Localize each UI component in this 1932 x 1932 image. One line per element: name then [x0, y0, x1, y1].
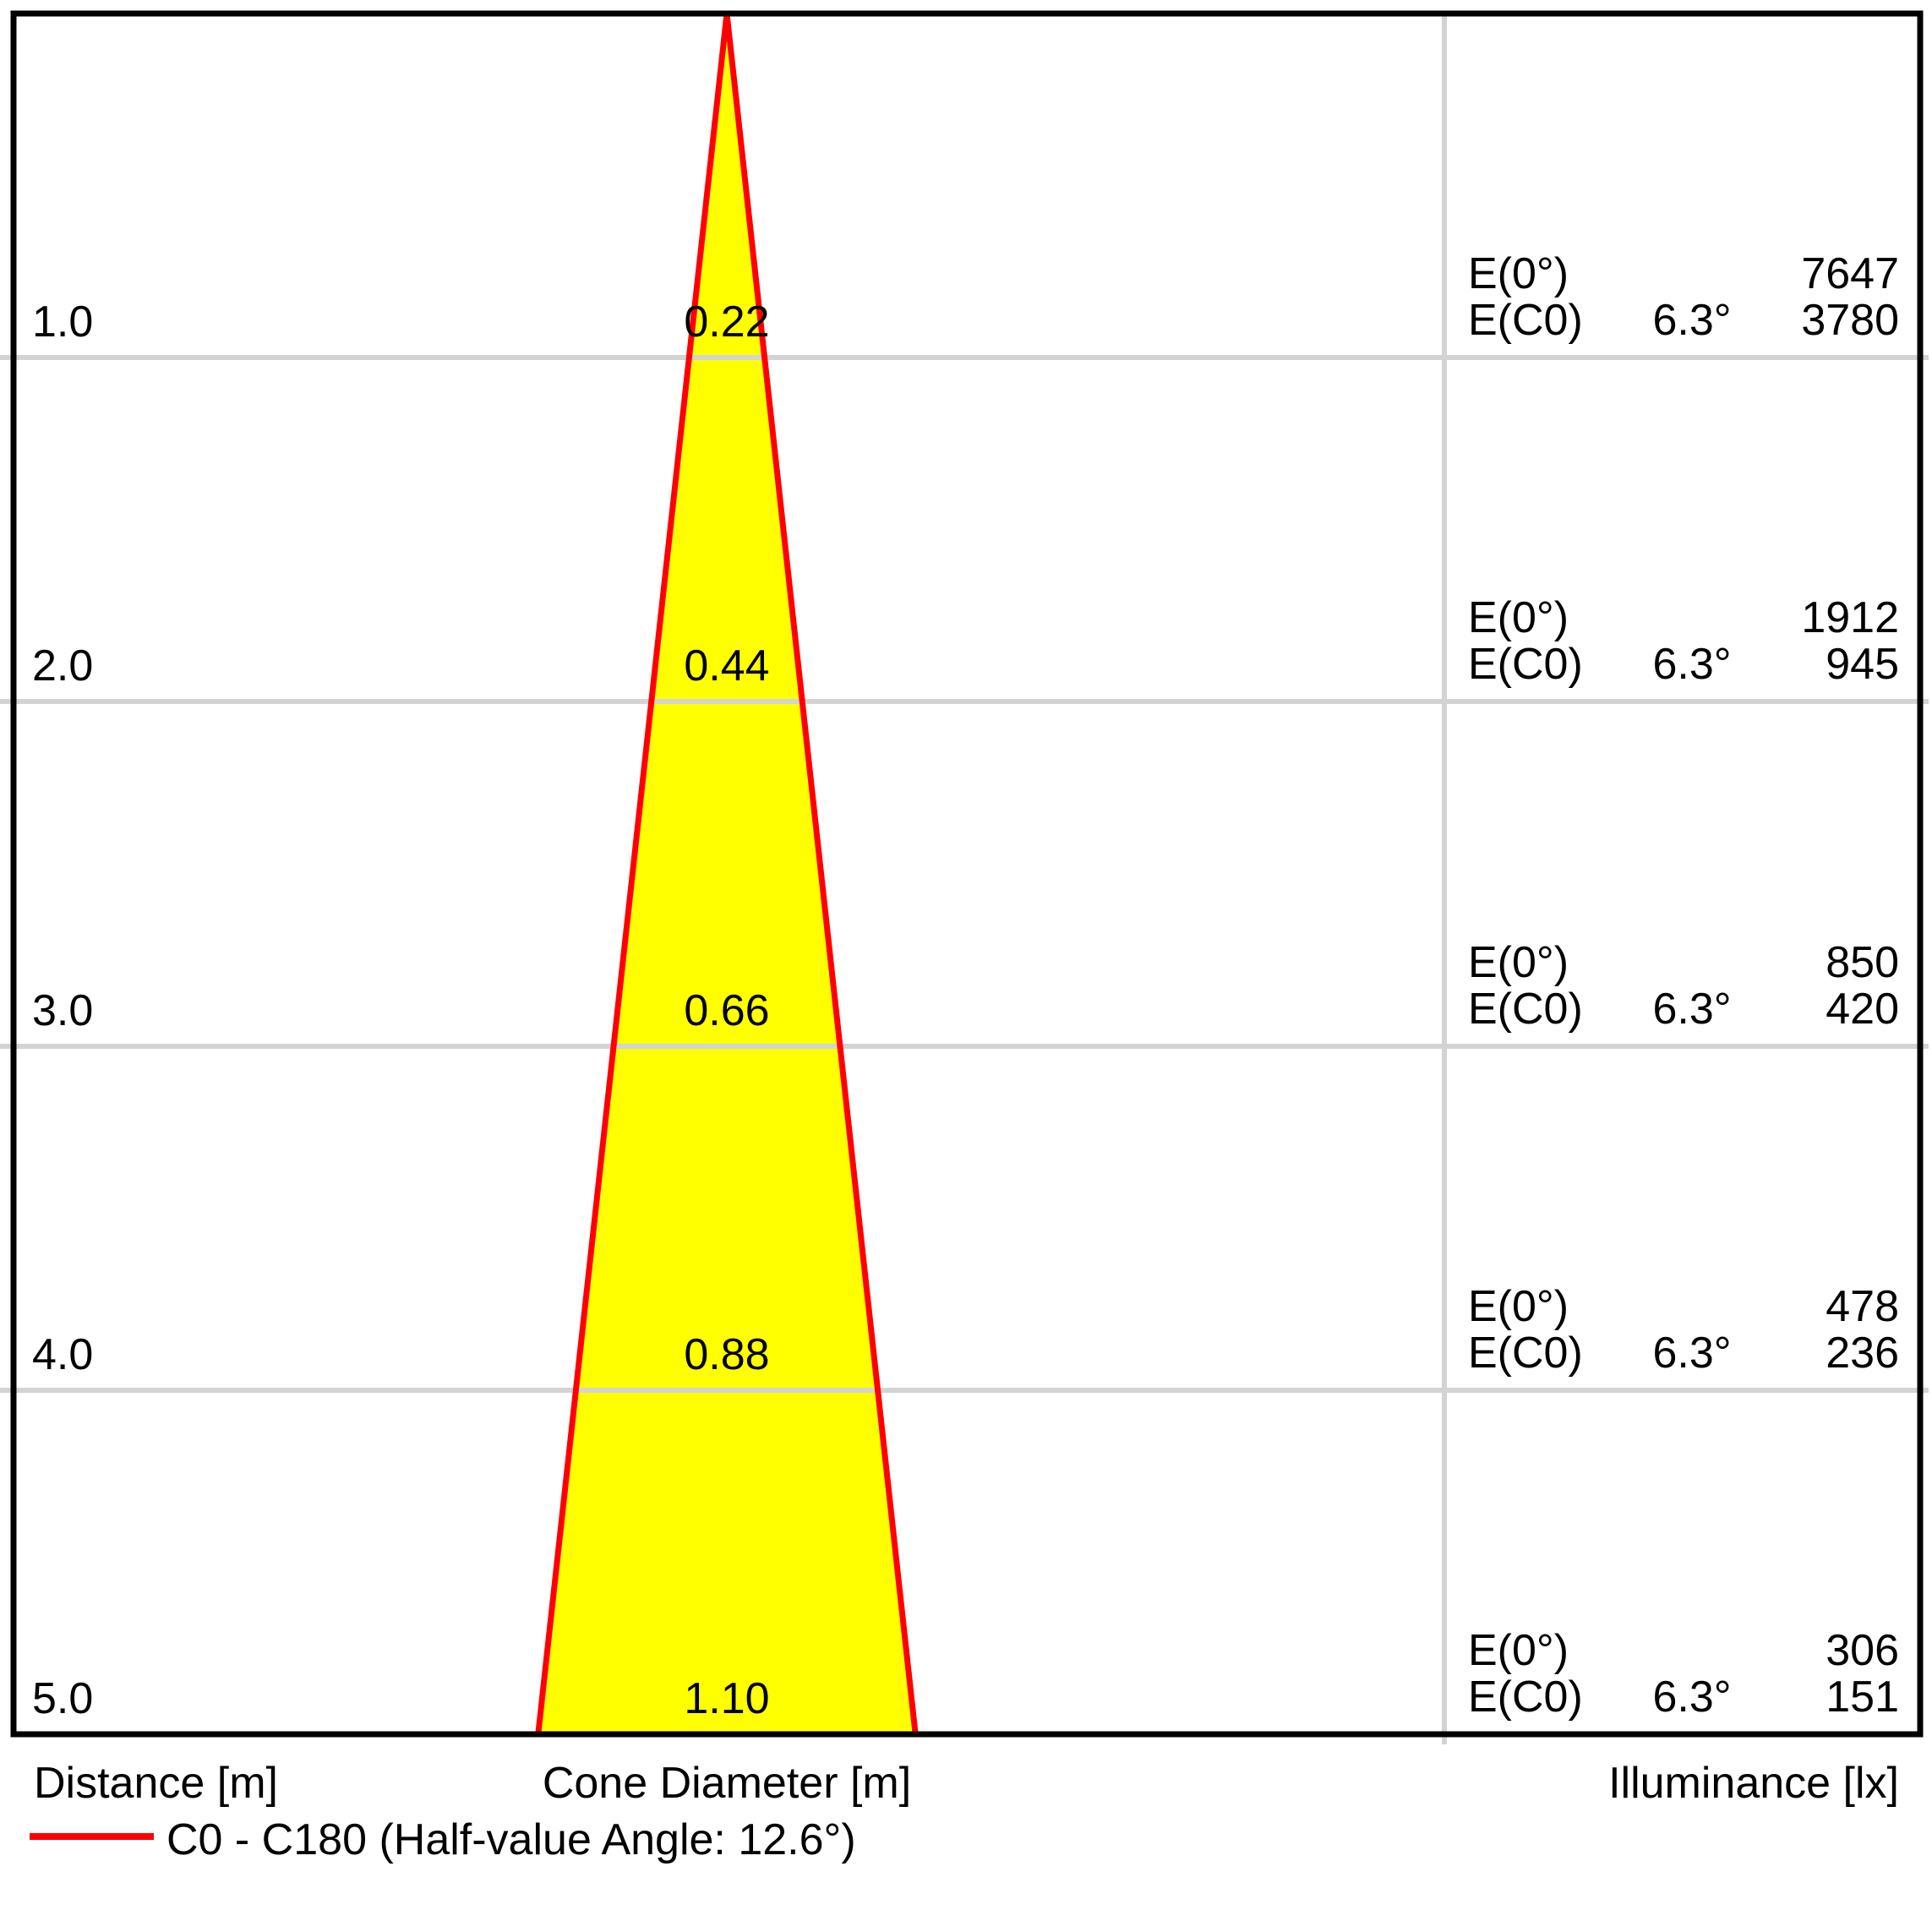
e0-label: E(0°) — [1468, 938, 1569, 987]
ec0-label: E(C0) — [1468, 985, 1583, 1034]
legend-line-swatch — [30, 1833, 154, 1840]
ec0-value: 236 — [1826, 1329, 1899, 1378]
cone-diameter-label-1m: 0.22 — [684, 297, 770, 347]
e0-line: E(0°) 306 — [1468, 1628, 1899, 1674]
e0-label: E(0°) — [1468, 1626, 1569, 1675]
ec0-label: E(C0) — [1468, 640, 1583, 689]
illuminance-block-1m: E(0°) 7647 E(C0) 6.3° 3780 — [1468, 251, 1899, 344]
ec0-label: E(C0) — [1468, 296, 1583, 345]
ec0-angle: 6.3° — [1652, 296, 1732, 345]
ec0-label: E(C0) — [1468, 1673, 1583, 1722]
ec0-value: 420 — [1826, 985, 1899, 1034]
e0-value: 1912 — [1801, 593, 1899, 642]
cone-diameter-label-2m: 0.44 — [684, 641, 770, 690]
distance-label-3m: 3.0 — [32, 986, 94, 1035]
e0-label: E(0°) — [1468, 593, 1569, 642]
ec0-value: 151 — [1826, 1673, 1899, 1722]
e0-value: 306 — [1826, 1626, 1899, 1675]
ec0-angle: 6.3° — [1652, 985, 1732, 1034]
ec0-line: E(C0) 6.3° 3780 — [1468, 297, 1899, 344]
e0-line: E(0°) 478 — [1468, 1284, 1899, 1330]
illuminance-block-5m: E(0°) 306 E(C0) 6.3° 151 — [1468, 1628, 1899, 1721]
illuminance-block-2m: E(0°) 1912 E(C0) 6.3° 945 — [1468, 595, 1899, 688]
cone-edge-right — [723, 13, 919, 1733]
ec0-line: E(C0) 6.3° 945 — [1468, 641, 1899, 688]
cone-diameter-label-4m: 0.88 — [684, 1330, 770, 1379]
ec0-line: E(C0) 6.3° 236 — [1468, 1330, 1899, 1377]
ec0-angle: 6.3° — [1652, 1329, 1732, 1378]
distance-label-2m: 2.0 — [32, 641, 94, 690]
axis-label-illuminance: Illuminance [lx] — [1608, 1759, 1899, 1808]
e0-line: E(0°) 1912 — [1468, 595, 1899, 641]
e0-value: 850 — [1826, 938, 1899, 987]
cone-edge-left — [535, 13, 730, 1733]
axis-label-distance: Distance [m] — [34, 1759, 278, 1808]
ec0-label: E(C0) — [1468, 1329, 1583, 1378]
distance-label-4m: 4.0 — [32, 1330, 94, 1379]
light-cone-shape — [538, 14, 915, 1733]
ec0-angle: 6.3° — [1652, 1673, 1732, 1722]
e0-label: E(0°) — [1468, 1282, 1569, 1331]
ec0-line: E(C0) 6.3° 420 — [1468, 986, 1899, 1033]
cone-diameter-label-5m: 1.10 — [684, 1674, 770, 1723]
ec0-value: 3780 — [1801, 296, 1899, 345]
illuminance-block-4m: E(0°) 478 E(C0) 6.3° 236 — [1468, 1284, 1899, 1377]
ec0-angle: 6.3° — [1652, 640, 1732, 689]
distance-label-1m: 1.0 — [32, 297, 94, 347]
e0-line: E(0°) 7647 — [1468, 251, 1899, 297]
e0-value: 7647 — [1801, 249, 1899, 298]
illuminance-block-3m: E(0°) 850 E(C0) 6.3° 420 — [1468, 940, 1899, 1033]
axis-label-cone-diameter: Cone Diameter [m] — [542, 1759, 912, 1808]
e0-value: 478 — [1826, 1282, 1899, 1331]
ec0-value: 945 — [1826, 640, 1899, 689]
ec0-line: E(C0) 6.3° 151 — [1468, 1674, 1899, 1721]
e0-line: E(0°) 850 — [1468, 940, 1899, 986]
e0-label: E(0°) — [1468, 249, 1569, 298]
legend-label: C0 - C180 (Half-value Angle: 12.6°) — [166, 1815, 856, 1864]
cone-diameter-label-3m: 0.66 — [684, 986, 770, 1035]
chart-frame — [10, 10, 1924, 1738]
distance-label-5m: 5.0 — [32, 1674, 94, 1723]
